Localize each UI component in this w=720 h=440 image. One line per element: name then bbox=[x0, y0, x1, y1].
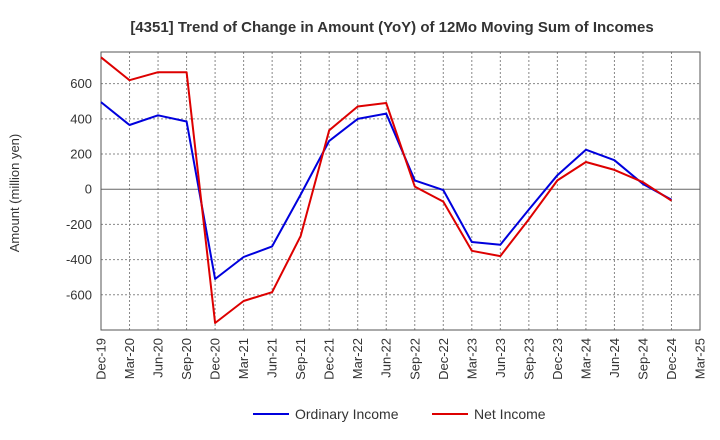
x-tick-label: Sep-22 bbox=[407, 338, 422, 380]
x-tick-label: Dec-21 bbox=[322, 338, 337, 380]
series-layer bbox=[100, 56, 673, 324]
legend: Ordinary Income Net Income bbox=[253, 406, 546, 422]
y-axis-title: Amount (million yen) bbox=[7, 134, 22, 253]
y-tick-label: -400 bbox=[66, 252, 92, 267]
y-tick-label: 0 bbox=[85, 182, 92, 197]
y-tick-label: -600 bbox=[66, 287, 92, 302]
x-tick-label: Mar-22 bbox=[350, 338, 365, 379]
x-tick-label: Mar-21 bbox=[236, 338, 251, 379]
x-tick-label: Dec-24 bbox=[664, 338, 679, 380]
x-tick-label: Mar-25 bbox=[693, 338, 708, 379]
chart-title: [4351] Trend of Change in Amount (YoY) o… bbox=[130, 19, 653, 36]
legend-label: Net Income bbox=[474, 406, 546, 422]
x-tick-label: Mar-20 bbox=[122, 338, 137, 379]
x-tick-label: Jun-22 bbox=[379, 338, 394, 378]
x-tick-label: Dec-20 bbox=[208, 338, 223, 380]
x-tick-label: Sep-20 bbox=[179, 338, 194, 380]
x-tick-label: Sep-24 bbox=[635, 338, 650, 380]
x-tick-label: Sep-21 bbox=[293, 338, 308, 380]
x-tick-label: Jun-20 bbox=[151, 338, 166, 378]
series-line-net-income bbox=[100, 56, 673, 324]
x-tick-label: Jun-24 bbox=[607, 338, 622, 378]
y-axis: -600 -400 -200 0 200 400 600 bbox=[66, 76, 92, 302]
y-tick-label: 600 bbox=[70, 76, 92, 91]
y-tick-label: -200 bbox=[66, 217, 92, 232]
y-tick-label: 200 bbox=[70, 147, 92, 162]
x-tick-label: Dec-23 bbox=[550, 338, 565, 380]
x-axis: Dec-19 Mar-20 Jun-20 Sep-20 Dec-20 Mar-21 Jun-… bbox=[94, 338, 708, 380]
x-tick-label: Dec-19 bbox=[94, 338, 109, 380]
plot-area bbox=[100, 51, 701, 331]
x-tick-label: Mar-23 bbox=[464, 338, 479, 379]
y-tick-label: 400 bbox=[70, 111, 92, 126]
grid bbox=[101, 52, 700, 330]
series-line-ordinary-income bbox=[100, 101, 672, 280]
x-tick-label: Sep-23 bbox=[521, 338, 536, 380]
x-tick-label: Dec-22 bbox=[436, 338, 451, 380]
x-tick-label: Jun-21 bbox=[265, 338, 280, 378]
x-tick-label: Mar-24 bbox=[578, 338, 593, 379]
legend-label: Ordinary Income bbox=[295, 406, 399, 422]
x-tick-label: Jun-23 bbox=[493, 338, 508, 378]
